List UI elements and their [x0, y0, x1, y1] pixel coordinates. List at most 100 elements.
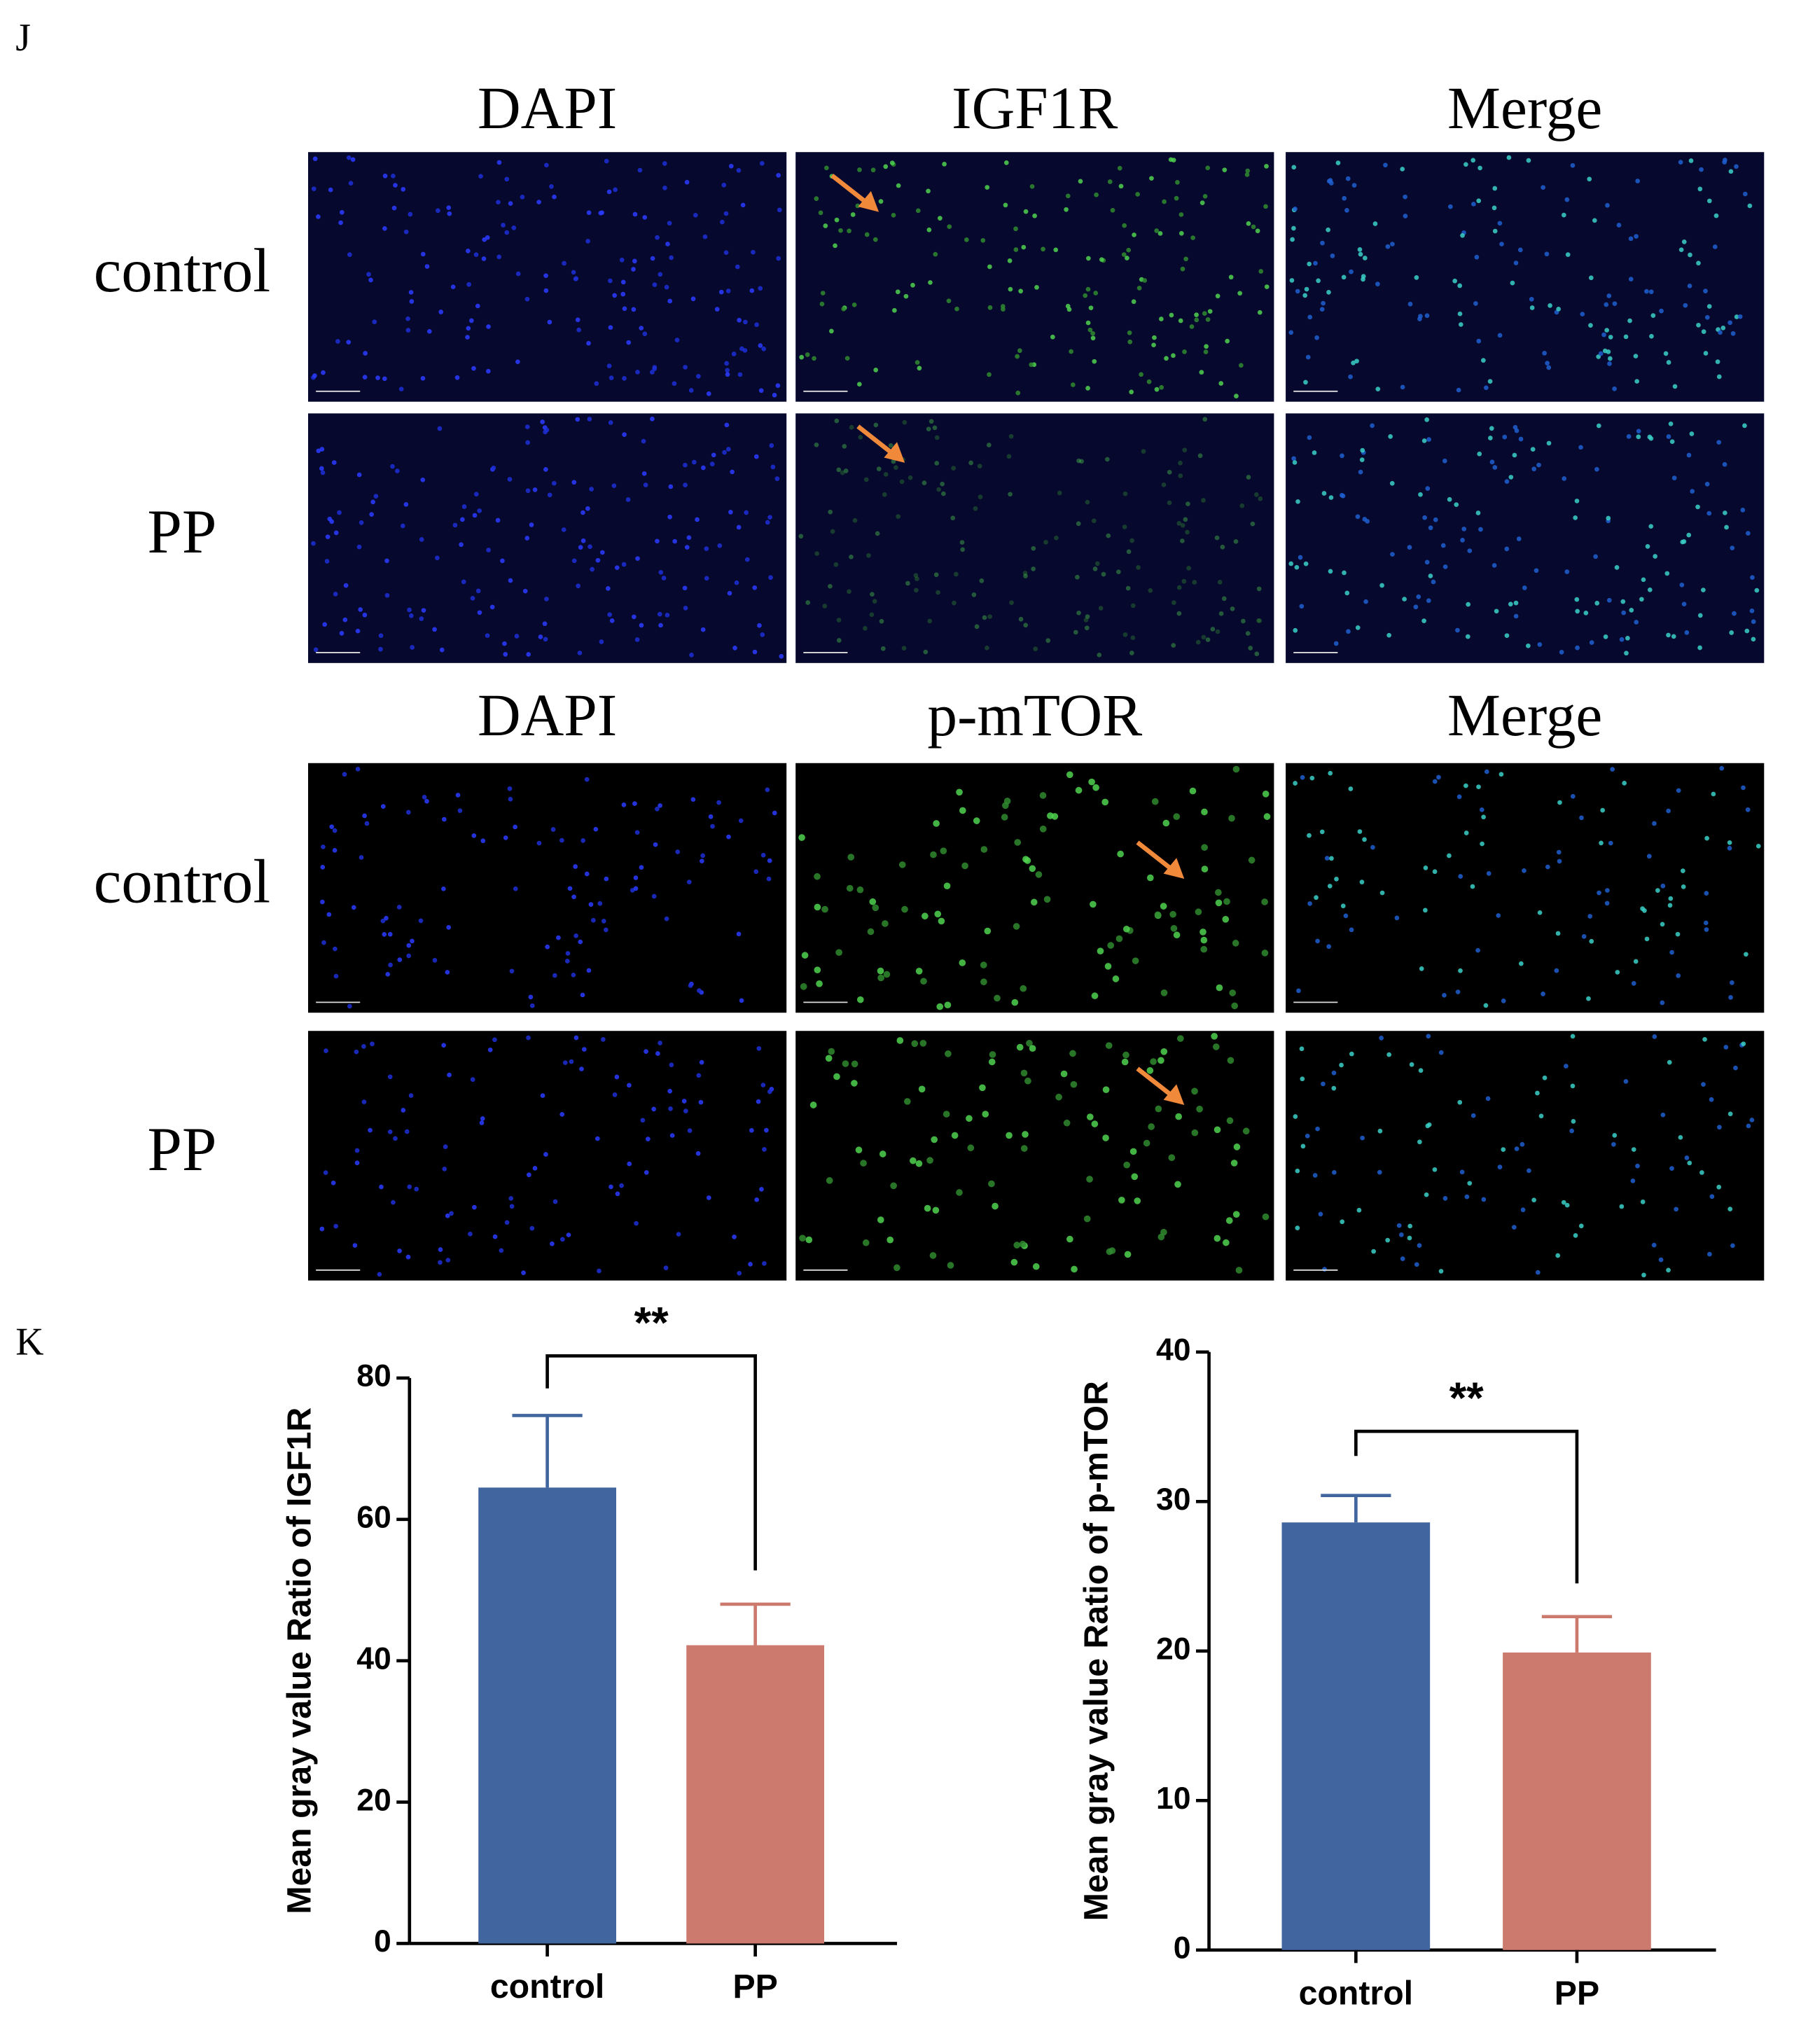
cell [1649, 333, 1654, 339]
cell [1587, 176, 1592, 182]
cell [1307, 901, 1312, 906]
cell [1034, 284, 1039, 290]
cell [1375, 387, 1381, 391]
cell [348, 181, 354, 186]
row-label: control [94, 847, 270, 916]
cell [847, 228, 851, 234]
cell [1057, 490, 1062, 496]
cell [1160, 1228, 1167, 1236]
cell [1003, 160, 1009, 165]
cell [1151, 342, 1156, 348]
cell [446, 925, 452, 930]
cell [1160, 903, 1167, 910]
cell [652, 366, 657, 372]
cell [920, 978, 927, 985]
cell [380, 918, 386, 924]
cell [986, 443, 992, 447]
cell [1494, 609, 1499, 614]
cell [586, 968, 592, 973]
cell [454, 375, 460, 380]
cell [573, 1035, 579, 1041]
cell [1526, 643, 1531, 648]
cell [422, 795, 427, 800]
cell [1678, 160, 1683, 165]
cell [658, 623, 663, 628]
cell [977, 464, 982, 468]
cell [914, 588, 919, 593]
cell [551, 480, 557, 486]
cell [526, 652, 531, 657]
cell [1424, 313, 1430, 319]
error-bar [1541, 1615, 1613, 1653]
cell [690, 296, 696, 302]
cell [590, 566, 595, 572]
cell [809, 1101, 817, 1108]
cell [698, 1099, 704, 1105]
cell [384, 915, 389, 921]
cell [1733, 1065, 1738, 1071]
cell [978, 494, 983, 499]
cell [1581, 934, 1587, 939]
cell [1161, 482, 1167, 487]
cell [1003, 798, 1011, 805]
cell [377, 1272, 382, 1277]
x-tick-label: control [1299, 1975, 1414, 2012]
cell [823, 223, 828, 228]
cell [571, 480, 577, 485]
cell [1326, 227, 1330, 232]
cell [1569, 1128, 1574, 1134]
cell [1635, 179, 1641, 183]
cell [994, 994, 1001, 1002]
micrograph [795, 152, 1274, 402]
cell [1491, 205, 1497, 211]
cell [1092, 784, 1099, 791]
cell [1454, 502, 1459, 508]
cell [1212, 1043, 1220, 1050]
cell [1181, 578, 1187, 584]
cell [627, 1161, 632, 1167]
cell [1675, 931, 1681, 937]
cell [380, 804, 386, 809]
cell [1719, 765, 1725, 771]
cell [1263, 813, 1271, 820]
cell [1299, 1046, 1305, 1052]
cell [1689, 431, 1695, 436]
cell [1205, 637, 1211, 642]
cell [1232, 1211, 1240, 1218]
cell [471, 833, 477, 838]
cell [1157, 231, 1163, 236]
cell [1467, 1181, 1473, 1186]
cell [724, 361, 730, 366]
cell [1293, 206, 1298, 211]
cell [1313, 260, 1318, 266]
cell [842, 444, 847, 449]
cell [611, 483, 617, 489]
cell [1303, 561, 1309, 566]
cell [1570, 1083, 1576, 1089]
cell [1204, 344, 1209, 349]
cell [420, 375, 426, 381]
cell [1192, 580, 1197, 585]
cell [447, 211, 452, 216]
cell [758, 343, 763, 348]
cell [599, 639, 604, 644]
cell [1570, 793, 1576, 799]
cell [1050, 334, 1055, 340]
cell [1178, 212, 1184, 217]
cell [849, 554, 854, 559]
cell [409, 299, 415, 304]
cell [1730, 980, 1734, 985]
cell [1017, 348, 1022, 354]
y-tick-label: 20 [356, 1783, 391, 1817]
cell [1652, 821, 1657, 826]
cell [1418, 492, 1423, 497]
cell [1604, 302, 1609, 307]
cell [836, 467, 842, 473]
cell [658, 803, 662, 808]
cell [836, 638, 842, 643]
cell [1669, 950, 1674, 955]
cell [1583, 610, 1589, 616]
cell [1522, 868, 1527, 873]
cell [621, 802, 627, 807]
cell [1390, 552, 1395, 557]
